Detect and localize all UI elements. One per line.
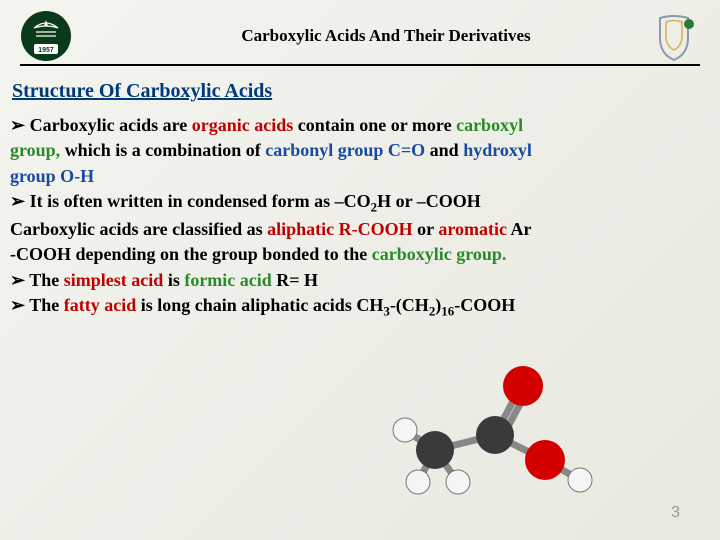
- university-emblem-left: 1957: [20, 10, 72, 62]
- slide-header: 1957 Carboxylic Acids And Their Derivati…: [0, 0, 720, 62]
- emblem-year: 1957: [38, 47, 54, 54]
- text: contain one or more: [298, 115, 456, 135]
- text: –CO: [335, 191, 371, 211]
- text-highlight: carboxyl: [456, 115, 523, 135]
- text: -COOH: [454, 295, 515, 315]
- text-highlight: organic acids: [192, 115, 298, 135]
- text: and: [430, 140, 464, 160]
- bullet-arrow-icon: ➢: [10, 270, 25, 290]
- text-highlight: aromatic: [438, 219, 510, 239]
- text: is long chain aliphatic acids CH: [141, 295, 384, 315]
- slide-title: Carboxylic Acids And Their Derivatives: [72, 14, 700, 58]
- text: Carboxylic acids are classified as: [10, 219, 267, 239]
- bullet-arrow-icon: ➢: [10, 295, 25, 315]
- shield-emblem-right: [648, 10, 700, 62]
- subscript: 16: [441, 303, 454, 318]
- text: -(CH: [390, 295, 429, 315]
- text-highlight: group,: [10, 140, 60, 160]
- text: It is often written in condensed form as: [30, 191, 335, 211]
- text: Ar: [511, 219, 532, 239]
- text-highlight: formic acid: [184, 270, 276, 290]
- text: is: [168, 270, 185, 290]
- text-highlight: group O-H: [10, 166, 94, 186]
- text-highlight: fatty acid: [64, 295, 141, 315]
- text: The: [29, 270, 64, 290]
- text-highlight: carbonyl group C=O: [265, 140, 429, 160]
- text: The: [29, 295, 64, 315]
- molecule-diagram: [380, 360, 600, 500]
- text-highlight: hydroxyl: [463, 140, 532, 160]
- section-subtitle: Structure Of Carboxylic Acids: [0, 76, 720, 113]
- header-divider: [20, 64, 700, 66]
- text: which is a combination of: [60, 140, 265, 160]
- text-highlight: carboxylic group.: [372, 244, 507, 264]
- text-highlight: simplest acid: [64, 270, 168, 290]
- text: -COOH depending on the group bonded to t…: [10, 244, 372, 264]
- text-highlight: aliphatic R-COOH: [267, 219, 417, 239]
- text: R= H: [276, 270, 318, 290]
- text: Carboxylic acids are: [30, 115, 192, 135]
- text: H or –COOH: [377, 191, 481, 211]
- body-content: ➢ Carboxylic acids are organic acids con…: [0, 113, 720, 320]
- bullet-arrow-icon: ➢: [10, 191, 25, 211]
- page-number: 3: [671, 504, 680, 522]
- text: or: [417, 219, 438, 239]
- bullet-arrow-icon: ➢: [10, 115, 25, 135]
